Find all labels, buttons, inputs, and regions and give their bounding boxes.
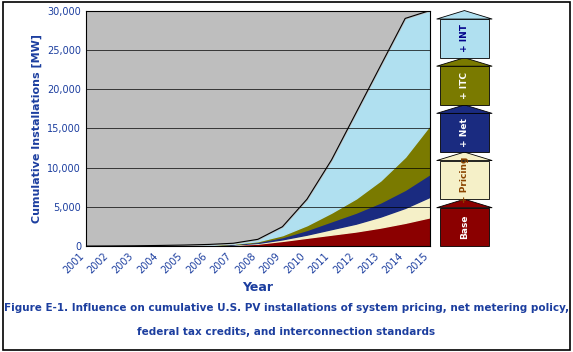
Text: + Net: + Net: [460, 118, 469, 147]
Text: + Pricing: + Pricing: [460, 157, 469, 203]
Text: federal tax credits, and interconnection standards: federal tax credits, and interconnection…: [138, 327, 435, 337]
Y-axis label: Cumulative Installations [MW]: Cumulative Installations [MW]: [32, 34, 41, 223]
Text: + INT: + INT: [460, 24, 469, 52]
Text: Base: Base: [460, 215, 469, 239]
X-axis label: Year: Year: [242, 281, 273, 294]
Text: + ITC: + ITC: [460, 72, 469, 99]
Text: Figure E-1. Influence on cumulative U.S. PV installations of system pricing, net: Figure E-1. Influence on cumulative U.S.…: [4, 303, 569, 313]
